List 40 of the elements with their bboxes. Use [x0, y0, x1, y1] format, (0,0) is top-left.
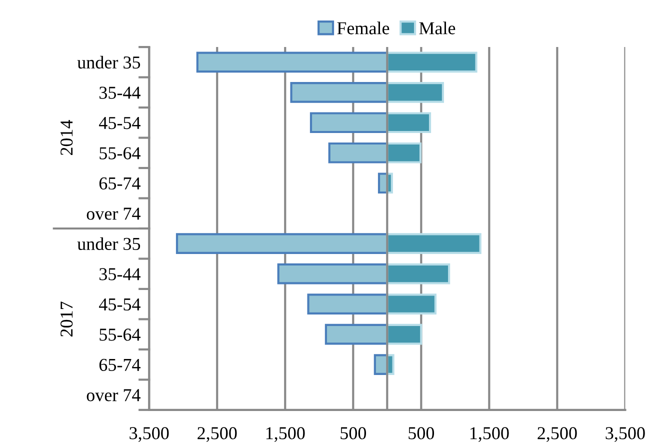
bar	[277, 263, 388, 284]
y-tick-label: 65-74	[99, 358, 140, 371]
bar	[328, 142, 388, 164]
y-tick-label: 45-54	[99, 298, 140, 311]
bar	[307, 294, 388, 314]
bar	[386, 142, 422, 164]
bar	[290, 82, 388, 103]
y-tick-label: 55-64	[100, 328, 140, 341]
y-tick-label: over 74	[86, 208, 140, 220]
bar	[386, 112, 432, 134]
y-tick-label: over 74	[86, 389, 140, 402]
bar	[386, 82, 444, 103]
x-tick-label: 1,500	[266, 427, 305, 442]
x-tick-label: 3,500	[130, 427, 169, 442]
bar	[196, 52, 388, 73]
text: 2017	[60, 302, 73, 336]
bar	[386, 294, 437, 314]
x-tick-label: 500	[340, 427, 366, 440]
y-tick-label: 45-54	[99, 117, 140, 130]
bar	[176, 233, 388, 254]
x-tick-label: 2,500	[198, 427, 237, 442]
bar	[386, 52, 478, 73]
text: 2014	[60, 120, 73, 156]
x-tick-label: 3,500	[606, 427, 645, 442]
x-tick-label: 500	[408, 427, 434, 440]
y-tick-label: 65-74	[99, 177, 140, 190]
y-tick-label: 55-64	[100, 147, 140, 160]
y-tick-label: under 35	[77, 56, 140, 69]
bar	[324, 324, 388, 345]
legend-label: Female	[337, 22, 390, 34]
bar	[386, 324, 422, 345]
y-tick-label: 35-44	[100, 268, 140, 280]
bar	[310, 112, 388, 134]
x-tick-label: 1,500	[470, 427, 509, 442]
y-tick-label: 35-44	[100, 86, 140, 99]
legend-label: Male	[419, 22, 456, 34]
bar	[386, 263, 450, 284]
bar	[386, 233, 482, 254]
y-tick-label: under 35	[77, 237, 140, 250]
x-tick-label: 2,500	[538, 427, 577, 442]
